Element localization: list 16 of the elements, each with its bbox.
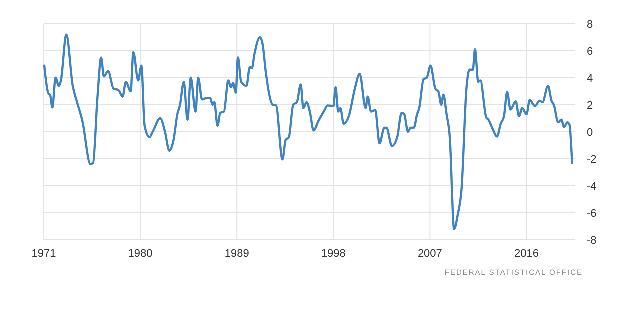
y-tick-label: 8 (587, 18, 594, 31)
x-tick-label: 1989 (224, 248, 250, 260)
y-tick-label: -4 (587, 180, 597, 193)
y-tick-label: 0 (587, 126, 594, 139)
y-tick-label: 4 (587, 72, 594, 85)
y-tick-label: -6 (587, 208, 597, 220)
x-tick-label: 2016 (514, 248, 539, 260)
y-tick-label: -2 (587, 154, 597, 166)
y-tick-label: 2 (587, 100, 594, 112)
x-tick-label: 1998 (321, 248, 346, 260)
x-tick-label: 1971 (32, 248, 56, 260)
y-tick-label: 6 (587, 46, 594, 58)
line-series (43, 34, 574, 230)
y-tick-label: -8 (587, 234, 597, 247)
x-tick-label: 1980 (128, 248, 153, 260)
x-tick-label: 2007 (418, 248, 442, 260)
